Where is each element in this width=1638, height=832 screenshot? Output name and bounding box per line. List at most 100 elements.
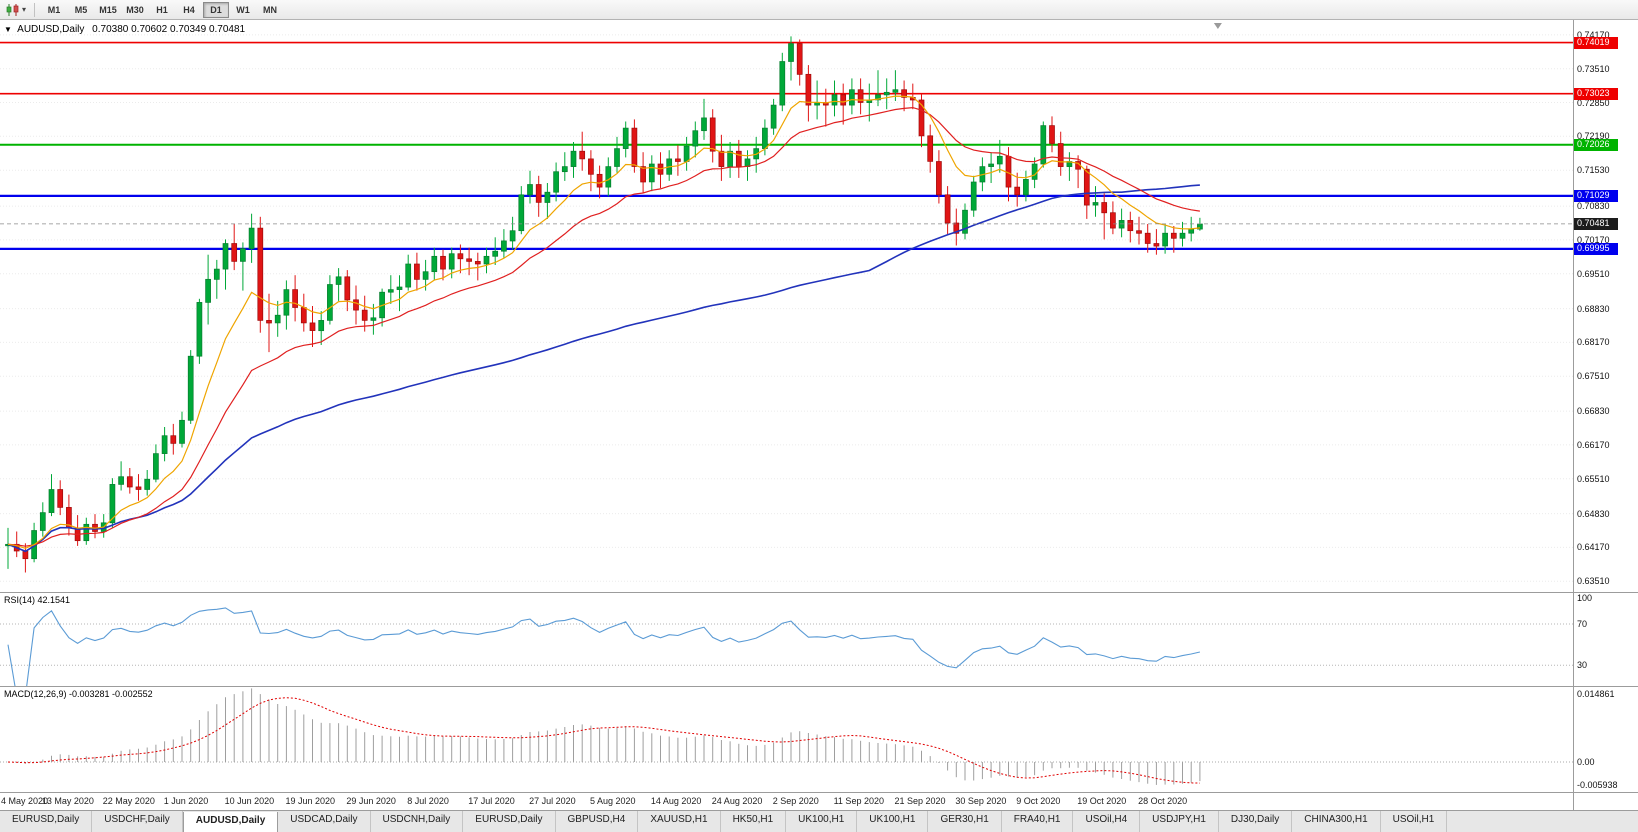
macd-axis-label: -0.005938 [1577,780,1618,790]
tab-usdchf-daily[interactable]: USDCHF,Daily [92,811,183,832]
tab-usdcad-daily[interactable]: USDCAD,Daily [278,811,371,832]
tab-eurusd-daily[interactable]: EURUSD,Daily [0,811,93,832]
date-axis-label: 5 Aug 2020 [590,796,636,806]
date-axis-label: 29 Jun 2020 [346,796,396,806]
date-axis-label: 28 Oct 2020 [1138,796,1188,806]
date-axis-label: 24 Aug 2020 [711,796,763,806]
time-axis-labels: 4 May 2020 13 May 2020 22 May 2020 1 Jun 20… [0,793,1573,810]
candlestick-chart-glyph [6,3,19,16]
price-axis-label: 0.71530 [1577,165,1610,176]
rsi-pane: RSI(14) 42.1541 100 70 30 [0,592,1638,686]
date-axis-label: 27 Jul 2020 [529,796,576,806]
tab-usoil-h1[interactable]: USOil,H1 [1381,811,1448,832]
price-level-tag: 0.70481 [1574,217,1618,230]
price-level-tag: 0.73023 [1574,87,1618,100]
price-axis-label: 0.72190 [1577,131,1610,142]
macd-canvas[interactable]: MACD(12,26,9) -0.003281 -0.002552 [0,687,1573,792]
rsi-axis: 100 70 30 [1573,593,1638,686]
date-axis-label: 11 Sep 2020 [833,796,884,806]
tab-usoil-h4[interactable]: USOil,H4 [1073,811,1141,832]
axis-corner [1573,793,1638,810]
top-toolbar: ▾ M1 M5 M15 M30 H1 H4 D1 W1 MN [0,0,1638,20]
price-axis-label: 0.70170 [1577,234,1610,245]
timeframe-button-w1[interactable]: W1 [236,4,250,15]
price-axis-label: 0.65510 [1577,473,1610,484]
price-axis-label: 0.70830 [1577,201,1610,212]
tab-gbpusd-h4[interactable]: GBPUSD,H4 [556,811,639,832]
tab-uk100-h1[interactable]: UK100,H1 [857,811,929,832]
rsi-axis-label: 100 [1577,593,1593,603]
date-axis-label: 1 Jun 2020 [163,796,209,806]
price-axis-label: 0.67510 [1577,371,1610,382]
price-level-tag: 0.71029 [1574,189,1618,202]
rsi-axis-label: 30 [1577,660,1588,671]
tab-dj30-daily[interactable]: DJ30,Daily [1219,811,1293,832]
tab-usdjpy-h1[interactable]: USDJPY,H1 [1140,811,1219,832]
price-level-tag: 0.69995 [1574,242,1618,255]
tab-uk100-h1[interactable]: UK100,H1 [786,811,858,832]
tab-xauusd-h1[interactable]: XAUUSD,H1 [638,811,721,832]
date-axis-label: 21 Sep 2020 [894,796,946,806]
price-axis-label: 0.73510 [1577,63,1610,74]
timeframe-button-h1[interactable]: H1 [156,4,168,15]
macd-axis: 0.014861 0.00 -0.005938 [1573,687,1638,792]
price-chart-canvas[interactable]: ▼ AUDUSD,Daily 0.70380 0.70602 0.70349 0… [0,20,1573,592]
candlestick-chart-icon[interactable] [4,2,22,18]
macd-axis-label: 0.014861 [1577,689,1615,699]
price-axis-label: 0.64170 [1577,542,1610,553]
rsi-axis-label: 70 [1577,619,1588,629]
chart-ohlc-values: 0.70380 0.70602 0.70349 0.70481 [92,24,246,35]
price-level-tag: 0.72026 [1574,138,1618,151]
timeframe-button-h4[interactable]: H4 [183,4,195,15]
price-pane: ▼ AUDUSD,Daily 0.70380 0.70602 0.70349 0… [0,20,1638,592]
price-axis-label: 0.64830 [1577,508,1610,519]
date-axis-label: 17 Jul 2020 [468,796,515,806]
date-axis-label: 4 May 2020 [1,796,49,806]
rsi-canvas[interactable]: RSI(14) 42.1541 [0,593,1573,686]
tab-hk50-h1[interactable]: HK50,H1 [721,811,787,832]
date-axis-label: 13 May 2020 [41,796,94,806]
time-axis[interactable]: 4 May 2020 13 May 2020 22 May 2020 1 Jun 20… [0,792,1638,810]
price-axis[interactable]: 0.74170 0.73510 0.72850 0.72190 0.71530 0.708… [1573,20,1638,592]
timeframe-button-d1[interactable]: D1 [203,1,230,18]
symbol-dropdown-icon[interactable]: ▼ [4,25,12,34]
chart-title: ▼ AUDUSD,Daily 0.70380 0.70602 0.70349 0… [4,24,245,35]
tab-eurusd-daily[interactable]: EURUSD,Daily [463,811,556,832]
price-axis-label: 0.72850 [1577,97,1610,108]
date-axis-label: 19 Jun 2020 [285,796,336,806]
price-axis-label: 0.69510 [1577,268,1610,279]
timeframe-buttons: M1 M5 M15 M30 H1 H4 D1 W1 MN [41,1,284,18]
macd-pane: MACD(12,26,9) -0.003281 -0.002552 0.0148… [0,686,1638,792]
timeframe-button-m5[interactable]: M5 [74,4,88,15]
date-axis-label: 8 Jul 2020 [407,796,449,806]
price-axis-label: 0.68170 [1577,337,1610,348]
tab-china300-h1[interactable]: CHINA300,H1 [1292,811,1381,832]
price-level-tag: 0.74019 [1574,36,1618,49]
chart-symbol-label: AUDUSD,Daily [17,24,85,35]
timeframe-button-m30[interactable]: M30 [126,4,144,15]
toolbar-separator [34,2,36,17]
chart-region: ▼ AUDUSD,Daily 0.70380 0.70602 0.70349 0… [0,20,1638,810]
price-axis-label: 0.66170 [1577,439,1610,450]
tab-audusd-daily[interactable]: AUDUSD,Daily [182,812,279,832]
tab-fra40-h1[interactable]: FRA40,H1 [1002,811,1074,832]
date-axis-label: 9 Oct 2020 [1016,796,1061,806]
macd-axis-label: 0.00 [1577,757,1595,768]
rsi-label: RSI(14) 42.1541 [4,595,71,605]
tab-usdcnh-daily[interactable]: USDCNH,Daily [371,811,464,832]
timeframe-button-m1[interactable]: M1 [47,4,61,15]
price-axis-label: 0.68830 [1577,303,1610,314]
date-axis-label: 10 Jun 2020 [224,796,275,806]
tab-ger30-h1[interactable]: GER30,H1 [928,811,1002,832]
timeframe-button-mn[interactable]: MN [263,4,278,15]
timeframe-button-m15[interactable]: M15 [99,4,117,15]
date-axis-label: 2 Sep 2020 [772,796,819,806]
date-axis-label: 30 Sep 2020 [955,796,1007,806]
price-axis-label: 0.66830 [1577,406,1610,417]
date-axis-label: 14 Aug 2020 [650,796,702,806]
price-axis-label: 0.74170 [1577,29,1610,40]
date-axis-label: 22 May 2020 [102,796,155,806]
symbol-tabs: EURUSD,Daily USDCHF,Daily AUDUSD,Daily USDC… [0,810,1638,832]
chart-type-dropdown-icon[interactable]: ▾ [22,5,27,14]
